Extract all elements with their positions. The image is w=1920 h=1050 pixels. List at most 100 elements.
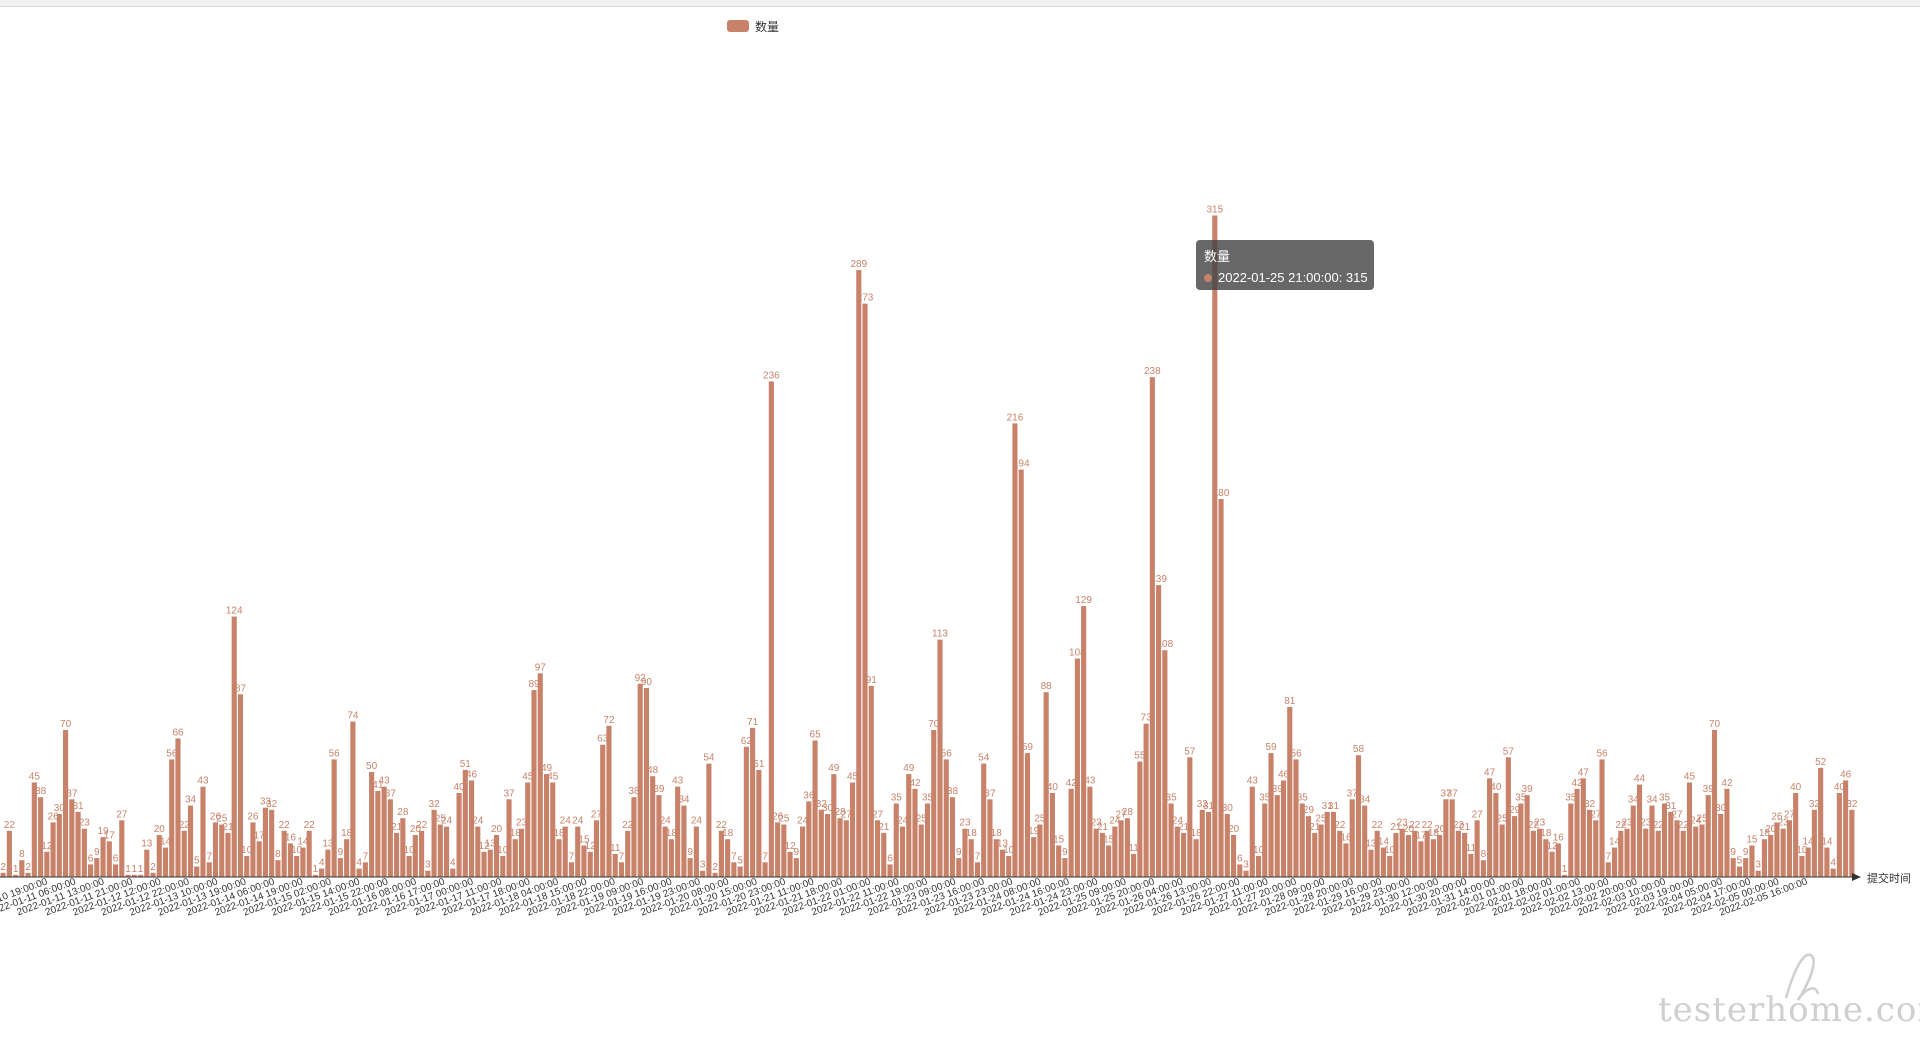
bar[interactable] (706, 763, 712, 877)
bar[interactable] (200, 786, 206, 877)
bar[interactable] (1611, 847, 1618, 877)
bar[interactable] (137, 874, 144, 877)
bar[interactable] (1124, 818, 1130, 877)
bar[interactable] (825, 814, 831, 877)
bar[interactable] (1780, 828, 1786, 877)
bar[interactable] (668, 839, 674, 877)
bar[interactable] (631, 797, 637, 877)
bar[interactable] (1661, 803, 1668, 878)
bar[interactable] (1399, 828, 1405, 877)
bar[interactable] (100, 837, 106, 877)
bar[interactable] (1574, 788, 1580, 877)
bar[interactable] (1443, 799, 1449, 877)
bar[interactable] (600, 744, 606, 877)
bar[interactable] (219, 824, 225, 878)
bar[interactable] (1805, 847, 1811, 877)
bar[interactable] (1274, 795, 1280, 877)
bar[interactable] (1468, 853, 1474, 877)
bar[interactable] (306, 830, 312, 877)
bar[interactable] (412, 835, 418, 877)
bar[interactable] (1012, 423, 1018, 877)
bar[interactable] (662, 826, 668, 877)
bar[interactable] (775, 822, 781, 877)
bar[interactable] (1843, 780, 1849, 877)
bar[interactable] (250, 822, 256, 877)
bar[interactable] (750, 727, 756, 877)
bar[interactable] (1280, 780, 1287, 877)
bar[interactable] (518, 828, 525, 877)
bar[interactable] (0, 872, 6, 877)
bar[interactable] (1655, 830, 1661, 877)
bar[interactable] (1081, 606, 1087, 877)
bar[interactable] (862, 303, 868, 877)
bar[interactable] (1630, 805, 1636, 877)
bar[interactable] (1024, 753, 1030, 877)
bar[interactable] (1824, 847, 1830, 877)
bar[interactable] (1518, 803, 1524, 878)
bar[interactable] (725, 839, 731, 877)
bar[interactable] (575, 826, 581, 877)
bar[interactable] (1724, 788, 1730, 877)
bar[interactable] (1680, 830, 1686, 877)
bar[interactable] (1705, 795, 1711, 877)
bar[interactable] (974, 862, 981, 877)
bar[interactable] (331, 759, 337, 877)
bar[interactable] (787, 851, 793, 877)
bar[interactable] (1405, 835, 1411, 877)
bar[interactable] (1031, 837, 1037, 877)
bar[interactable] (369, 772, 375, 877)
bar[interactable] (381, 786, 387, 877)
bar[interactable] (469, 780, 475, 877)
bar[interactable] (362, 862, 368, 877)
bar[interactable] (300, 847, 306, 877)
bar[interactable] (737, 866, 743, 878)
bar[interactable] (206, 862, 212, 877)
bar[interactable] (1268, 753, 1274, 877)
bar[interactable] (756, 769, 762, 877)
bar[interactable] (1537, 828, 1543, 877)
bar[interactable] (912, 788, 918, 877)
bar[interactable] (1156, 585, 1162, 877)
bar[interactable] (1849, 809, 1855, 877)
bar[interactable] (981, 763, 987, 877)
bar[interactable] (987, 799, 993, 877)
bar[interactable] (1212, 215, 1218, 878)
bar[interactable] (212, 822, 219, 877)
bar[interactable] (1437, 835, 1443, 877)
bar[interactable] (1324, 811, 1330, 877)
bar[interactable] (1112, 826, 1118, 877)
bar[interactable] (1355, 755, 1362, 877)
bar[interactable] (1106, 845, 1112, 878)
bar[interactable] (606, 725, 612, 877)
bar[interactable] (1649, 805, 1655, 877)
bar[interactable] (887, 864, 893, 877)
bar[interactable] (1393, 832, 1399, 877)
bar[interactable] (1761, 839, 1767, 877)
bar[interactable] (319, 868, 325, 877)
bar[interactable] (281, 830, 287, 877)
bar[interactable] (1549, 851, 1555, 877)
bar[interactable] (269, 809, 275, 877)
bar[interactable] (612, 853, 618, 877)
bar[interactable] (968, 839, 974, 877)
bar[interactable] (1593, 820, 1599, 877)
bar[interactable] (800, 826, 806, 877)
bar[interactable] (1068, 788, 1074, 877)
bar[interactable] (237, 694, 244, 877)
bar[interactable] (525, 782, 531, 878)
bar[interactable] (1743, 858, 1749, 877)
bar[interactable] (874, 820, 881, 877)
bar[interactable] (356, 868, 362, 877)
bar[interactable] (387, 799, 393, 877)
bar[interactable] (1168, 803, 1174, 878)
bar[interactable] (1118, 820, 1124, 877)
bar[interactable] (793, 858, 799, 877)
bar[interactable] (1524, 795, 1530, 877)
bar[interactable] (13, 874, 19, 877)
bar[interactable] (450, 868, 456, 877)
bar[interactable] (262, 807, 269, 877)
bar[interactable] (88, 864, 94, 877)
bar[interactable] (493, 835, 500, 877)
bar[interactable] (69, 799, 75, 877)
bar[interactable] (831, 774, 837, 877)
